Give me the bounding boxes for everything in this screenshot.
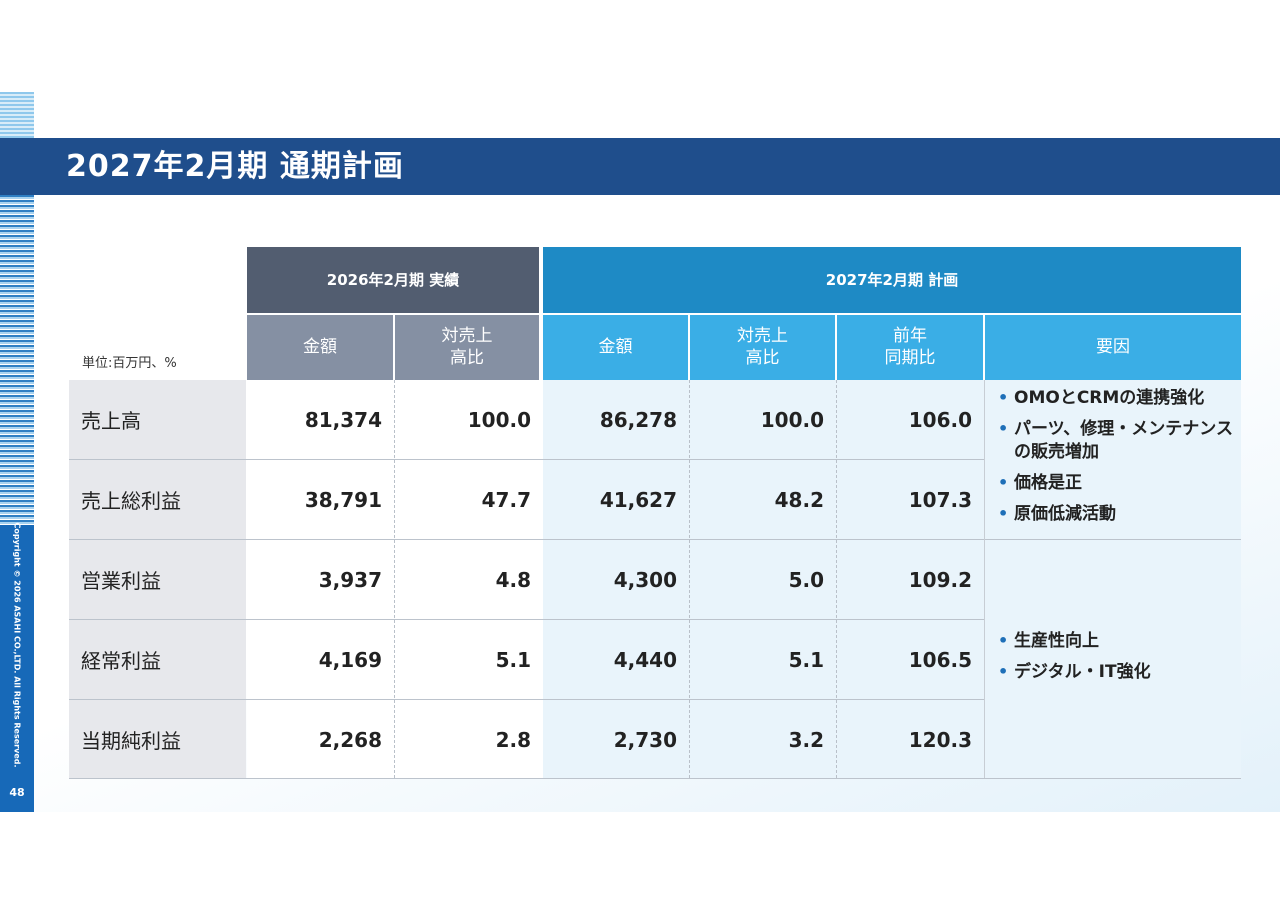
cell-actual-ratio: 5.1 [394,620,543,699]
cell-yoy: 106.5 [836,620,984,699]
row-divider [69,619,984,620]
cell-plan-ratio: 3.2 [689,700,836,779]
factor-group-profit: 生産性向上 デジタル・IT強化 [984,540,1241,778]
column-divider [836,380,837,778]
cell-actual-amount: 38,791 [247,460,394,539]
header-ratio-actual: 対売上 高比 [395,315,539,380]
title-bar: 2027年2月期 通期計画 [0,138,1280,195]
column-divider [689,380,690,778]
header-yoy: 前年 同期比 [837,315,983,380]
cell-plan-amount: 4,440 [543,620,689,699]
header-amount-plan: 金額 [543,315,688,380]
cell-plan-ratio: 100.0 [689,380,836,459]
factor-item: 生産性向上 [998,630,1233,653]
factor-item: 原価低減活動 [998,503,1233,526]
header-ratio-plan: 対売上 高比 [690,315,835,380]
header-plan-group: 2027年2月期 計画 [543,247,1241,313]
row-label-operating-profit: 営業利益 [69,540,246,619]
factor-item: OMOとCRMの連携強化 [998,387,1233,410]
cell-plan-amount: 86,278 [543,380,689,459]
row-divider [69,539,1241,540]
cell-plan-amount: 2,730 [543,700,689,779]
column-divider [394,380,395,778]
cell-yoy: 120.3 [836,700,984,779]
factor-item: デジタル・IT強化 [998,661,1233,684]
cell-plan-amount: 41,627 [543,460,689,539]
cell-yoy: 109.2 [836,540,984,619]
cell-actual-ratio: 47.7 [394,460,543,539]
cell-plan-amount: 4,300 [543,540,689,619]
row-divider [69,699,984,700]
copyright-text: Copyright © 2026 ASAHI CO.,LTD. All Righ… [12,522,22,768]
page-title: 2027年2月期 通期計画 [66,149,404,184]
cell-actual-ratio: 100.0 [394,380,543,459]
row-divider [69,459,984,460]
cell-plan-ratio: 5.1 [689,620,836,699]
factor-group-sales: OMOとCRMの連携強化 パーツ、修理・メンテナンスの販売増加 価格是正 原価低… [984,380,1241,540]
unit-label: 単位:百万円、% [82,356,177,371]
row-label-gross-profit: 売上総利益 [69,460,246,539]
cell-plan-ratio: 48.2 [689,460,836,539]
row-label-sales: 売上高 [69,380,246,459]
cell-actual-ratio: 2.8 [394,700,543,779]
decorative-stripe-top [0,92,34,138]
cell-plan-ratio: 5.0 [689,540,836,619]
sidebar-band [0,525,34,812]
cell-actual-ratio: 4.8 [394,540,543,619]
column-divider [984,380,985,778]
cell-actual-amount: 4,169 [247,620,394,699]
row-label-net-profit: 当期純利益 [69,700,246,779]
factor-item: 価格是正 [998,472,1233,495]
decorative-stripe [0,195,34,525]
cell-yoy: 106.0 [836,380,984,459]
cell-yoy: 107.3 [836,460,984,539]
cell-actual-amount: 3,937 [247,540,394,619]
header-amount-actual: 金額 [247,315,393,380]
row-label-ordinary-profit: 経常利益 [69,620,246,699]
page-number: 48 [9,786,25,799]
cell-actual-amount: 81,374 [247,380,394,459]
factor-item: パーツ、修理・メンテナンスの販売増加 [998,418,1233,464]
cell-actual-amount: 2,268 [247,700,394,779]
table-bottom-border [69,778,1241,779]
header-actual-group: 2026年2月期 実績 [247,247,539,313]
header-factor: 要因 [985,315,1241,380]
